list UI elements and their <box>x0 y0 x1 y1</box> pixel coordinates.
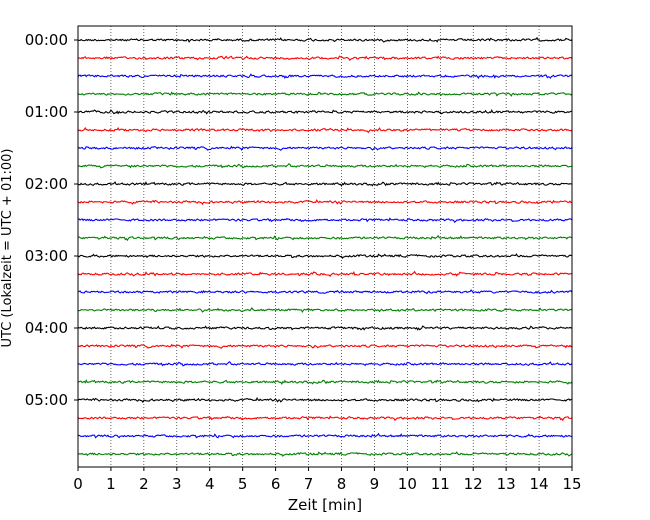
trace-0515 <box>77 415 573 422</box>
x-tick-label: 9 <box>370 475 380 493</box>
y-tick-label: 00:00 <box>25 31 68 49</box>
trace-0430 <box>77 360 573 367</box>
trace-0530 <box>77 432 573 439</box>
x-tick-label: 5 <box>238 475 248 493</box>
x-tick-label: 6 <box>271 475 281 493</box>
plot-frame <box>77 25 573 468</box>
trace-0345 <box>77 307 573 314</box>
x-axis-label: Zeit [min] <box>288 496 362 514</box>
trace-0230 <box>77 217 573 223</box>
x-tick-label: 4 <box>205 475 215 493</box>
trace-0015 <box>77 55 573 61</box>
x-tick-label: 7 <box>304 475 314 493</box>
trace-0400 <box>77 325 573 331</box>
y-tick-label: 04:00 <box>25 319 68 337</box>
x-tick-label: 8 <box>337 475 347 493</box>
trace-0445 <box>77 379 573 385</box>
trace-0145 <box>77 162 573 169</box>
y-tick-label: 03:00 <box>25 247 68 265</box>
trace-0100 <box>77 109 573 115</box>
trace-0200 <box>77 181 573 187</box>
x-tick-label: 10 <box>398 475 417 493</box>
trace-0300 <box>77 253 573 259</box>
trace-0000 <box>77 36 573 43</box>
trace-0245 <box>77 234 573 242</box>
trace-0415 <box>77 343 573 349</box>
x-tick-label: 3 <box>172 475 182 493</box>
trace-0330 <box>77 289 573 295</box>
x-tick-label: 14 <box>530 475 549 493</box>
trace-0045 <box>77 91 573 97</box>
trace-0215 <box>77 198 573 206</box>
trace-group <box>77 36 573 457</box>
trace-0545 <box>77 451 573 457</box>
x-tick-label: 2 <box>139 475 149 493</box>
x-tick-label: 13 <box>497 475 516 493</box>
y-tick-label: 01:00 <box>25 103 68 121</box>
x-tick-label: 12 <box>464 475 483 493</box>
trace-0115 <box>77 126 573 134</box>
y-tick-label: 05:00 <box>25 391 68 409</box>
x-tick-label: 11 <box>431 475 450 493</box>
trace-0030 <box>77 73 573 80</box>
trace-0130 <box>77 145 573 151</box>
trace-0315 <box>77 270 573 278</box>
x-tick-label: 1 <box>106 475 116 493</box>
y-tick-label: 02:00 <box>25 175 68 193</box>
y-axis: 00:00 01:00 02:00 03:00 04:00 05:00 <box>25 31 78 409</box>
trace-0500 <box>77 396 573 404</box>
x-tick-label: 15 <box>562 475 581 493</box>
x-tick-label: 0 <box>73 475 83 493</box>
x-axis: 0 1 2 3 4 5 6 7 8 9 10 11 12 13 14 15 <box>73 467 582 493</box>
y-axis-label: UTC (Lokalzeit = UTC + 01:00) <box>0 149 15 348</box>
